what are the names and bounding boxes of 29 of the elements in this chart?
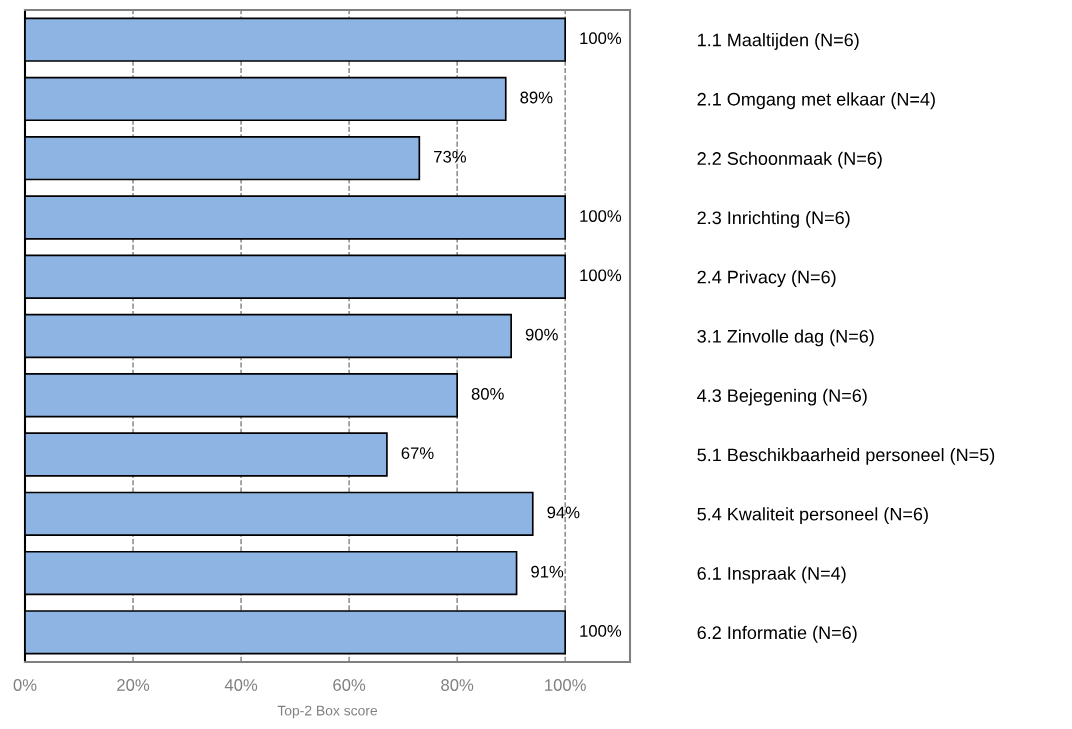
data-label: 94% xyxy=(547,506,580,519)
data-label: 100% xyxy=(580,210,622,222)
y-tick-label: 2.4 Privacy (N=6) xyxy=(697,270,836,288)
data-label: 100% xyxy=(580,625,622,637)
y-tick-label: 2.1 Omgang met elkaar (N=4) xyxy=(697,92,935,110)
data-label: 73% xyxy=(434,150,466,163)
y-tick-label: 5.1 Beschikbaarheid personeel (N=5) xyxy=(697,448,995,465)
y-tick-label: 3.1 Zinvolle dag (N=6) xyxy=(697,329,874,347)
x-tick-label: 0% xyxy=(13,679,37,691)
data-label: 91% xyxy=(531,565,564,578)
data-label: 100% xyxy=(580,269,622,282)
data-label: 90% xyxy=(525,328,558,341)
data-label: 100% xyxy=(580,32,622,45)
y-tick-label: 1.1 Maaltijden (N=6) xyxy=(698,33,859,50)
data-label: 67% xyxy=(401,447,434,460)
y-tick-label: 2.2 Schoonmaak (N=6) xyxy=(697,151,882,169)
x-tick-label: 60% xyxy=(333,679,366,691)
y-tick-label: 4.3 Bejegening (N=6) xyxy=(697,388,867,406)
y-tick-label: 5.4 Kwaliteit personeel (N=6) xyxy=(697,507,928,525)
x-tick-label: 100% xyxy=(545,679,586,691)
data-label: 89% xyxy=(520,91,553,104)
x-tick-label: 20% xyxy=(117,679,150,691)
x-tick-label: 80% xyxy=(441,679,474,691)
y-tick-label: 6.2 Informatie (N=6) xyxy=(697,625,857,643)
y-tick-label: 2.3 Inrichting (N=6) xyxy=(697,210,850,228)
y-tick-label: 6.1 Inspraak (N=4) xyxy=(697,566,846,584)
x-axis-title: Top-2 Box score xyxy=(277,705,378,719)
data-label: 80% xyxy=(471,387,504,400)
x-tick-label: 40% xyxy=(224,679,258,691)
